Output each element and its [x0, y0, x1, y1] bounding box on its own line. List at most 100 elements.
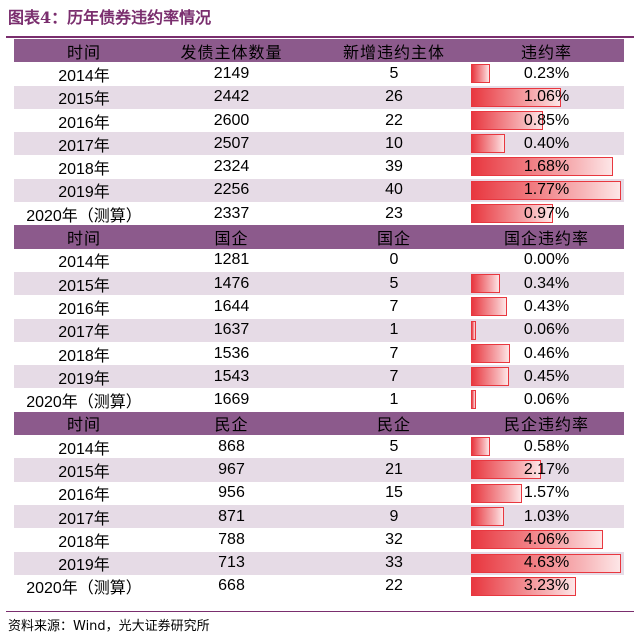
issuer-count-cell: 1644: [213, 297, 250, 315]
rate-data-bar: [471, 460, 542, 480]
table-row: 2019年 2256 40 1.77%: [14, 178, 624, 203]
table-header-row: 时间 国企 国企 国企违约率: [14, 225, 624, 249]
year-cell: 2014年: [58, 440, 110, 458]
table-row: 2017年 1637 1 0.06%: [14, 318, 624, 342]
issuer-count-cell: 2324: [213, 158, 250, 176]
issuer-count-cell: 2442: [213, 88, 250, 106]
year-cell: 2017年: [58, 324, 110, 342]
year-cell: 2020年（测算）: [26, 207, 142, 225]
year-cell: 2019年: [58, 370, 110, 388]
issuer-count-cell: 2149: [213, 64, 250, 82]
default-count-cell: 1: [389, 321, 399, 339]
issuer-count-cell: 871: [218, 507, 245, 525]
table-row: 2014年 868 5 0.58%: [14, 435, 624, 459]
column-header: 民企: [214, 415, 249, 435]
rate-data-bar: [471, 530, 603, 550]
table-header-row: 时间 民企 民企 民企违约率: [14, 411, 624, 436]
column-header: 时间: [66, 42, 101, 62]
table-row: 2015年 1476 5 0.34%: [14, 271, 624, 296]
rate-data-bar: [471, 506, 505, 526]
default-count-cell: 5: [389, 64, 399, 82]
rate-value: 2.17%: [523, 460, 570, 478]
year-cell: 2018年: [58, 533, 110, 551]
rate-data-bar: [471, 297, 508, 317]
rate-value: 1.03%: [523, 507, 570, 525]
rate-value: 0.06%: [523, 391, 570, 409]
rate-value: 0.00%: [523, 251, 570, 269]
column-header: 违约率: [520, 42, 572, 62]
default-rate-table: 时间 发债主体数量 新增违约主体 违约率 2014年 2149 5 0.23% 2015年 244…: [14, 39, 624, 599]
year-cell: 2015年: [58, 91, 110, 109]
source-note: 资料来源：Wind，光大证券研究所: [8, 619, 210, 634]
rate-value: 4.06%: [523, 530, 570, 548]
rate-value: 0.46%: [523, 344, 570, 362]
table-row: 2015年 967 21 2.17%: [14, 458, 624, 482]
issuer-count-cell: 668: [218, 577, 245, 595]
column-header: 民企: [376, 415, 411, 435]
default-count-cell: 15: [385, 484, 403, 502]
year-cell: 2015年: [58, 277, 110, 295]
issuer-count-cell: 713: [218, 554, 245, 572]
rate-data-bar: [471, 367, 510, 387]
issuer-count-cell: 788: [218, 530, 245, 548]
default-count-cell: 7: [389, 367, 399, 385]
default-count-cell: 10: [385, 134, 403, 152]
column-header: 国企: [376, 229, 411, 249]
rate-data-bar: [471, 576, 576, 596]
column-header: 国企违约率: [503, 229, 589, 249]
year-cell: 2018年: [58, 347, 110, 365]
default-count-cell: 23: [385, 204, 403, 222]
year-cell: 2019年: [58, 184, 110, 202]
default-count-cell: 33: [385, 554, 403, 572]
table-row: 2019年 713 33 4.63%: [14, 551, 624, 575]
issuer-count-cell: 967: [218, 460, 245, 478]
rate-value: 1.57%: [523, 484, 570, 502]
table-row: 2020年（测算） 1669 1 0.06%: [14, 388, 624, 412]
year-cell: 2020年（测算）: [26, 580, 142, 598]
year-cell: 2014年: [58, 254, 110, 272]
issuer-count-cell: 1637: [213, 321, 250, 339]
rate-value: 0.34%: [523, 274, 570, 292]
issuer-count-cell: 2507: [213, 134, 250, 152]
rate-data-bar: [471, 437, 490, 457]
column-header: 时间: [66, 415, 101, 435]
rate-data-bar: [471, 320, 477, 340]
table-row: 2019年 1543 7 0.45%: [14, 365, 624, 389]
rate-data-bar: [471, 553, 621, 573]
table-row: 2018年 1536 7 0.46%: [14, 341, 624, 366]
rate-value: 1.77%: [523, 181, 570, 199]
source-divider: [6, 611, 634, 612]
rate-data-bar: [471, 64, 491, 84]
table-row: 2016年 1644 7 0.43%: [14, 295, 624, 319]
default-count-cell: 7: [389, 344, 399, 362]
year-cell: 2015年: [58, 463, 110, 481]
rate-data-bar: [471, 273, 500, 293]
rate-value: 0.58%: [523, 437, 570, 455]
table-row: 2014年 1281 0 0.00%: [14, 248, 624, 272]
rate-value: 1.68%: [523, 158, 570, 176]
issuer-count-cell: 1669: [213, 391, 250, 409]
table-row: 2016年 2600 22 0.85%: [14, 108, 624, 133]
column-header: 时间: [66, 229, 101, 249]
issuer-count-cell: 1536: [213, 344, 250, 362]
rate-data-bar: [471, 204, 554, 224]
default-count-cell: 21: [385, 460, 403, 478]
table-row: 2020年（测算） 668 22 3.23%: [14, 574, 624, 599]
rate-value: 3.23%: [523, 577, 570, 595]
default-count-cell: 22: [385, 111, 403, 129]
default-count-cell: 0: [389, 251, 399, 269]
year-cell: 2017年: [58, 510, 110, 528]
default-count-cell: 5: [389, 437, 399, 455]
year-cell: 2019年: [58, 557, 110, 575]
rate-data-bar: [471, 483, 522, 503]
issuer-count-cell: 1476: [213, 274, 250, 292]
issuer-count-cell: 2600: [213, 111, 250, 129]
default-count-cell: 9: [389, 507, 399, 525]
column-header: 新增违约主体: [342, 42, 445, 62]
default-count-cell: 5: [389, 274, 399, 292]
rate-data-bar: [471, 134, 505, 154]
issuer-count-cell: 868: [218, 437, 245, 455]
table-row: 2017年 871 9 1.03%: [14, 504, 624, 529]
table-row: 2018年 2324 39 1.68%: [14, 155, 624, 179]
issuer-count-cell: 1543: [213, 367, 250, 385]
